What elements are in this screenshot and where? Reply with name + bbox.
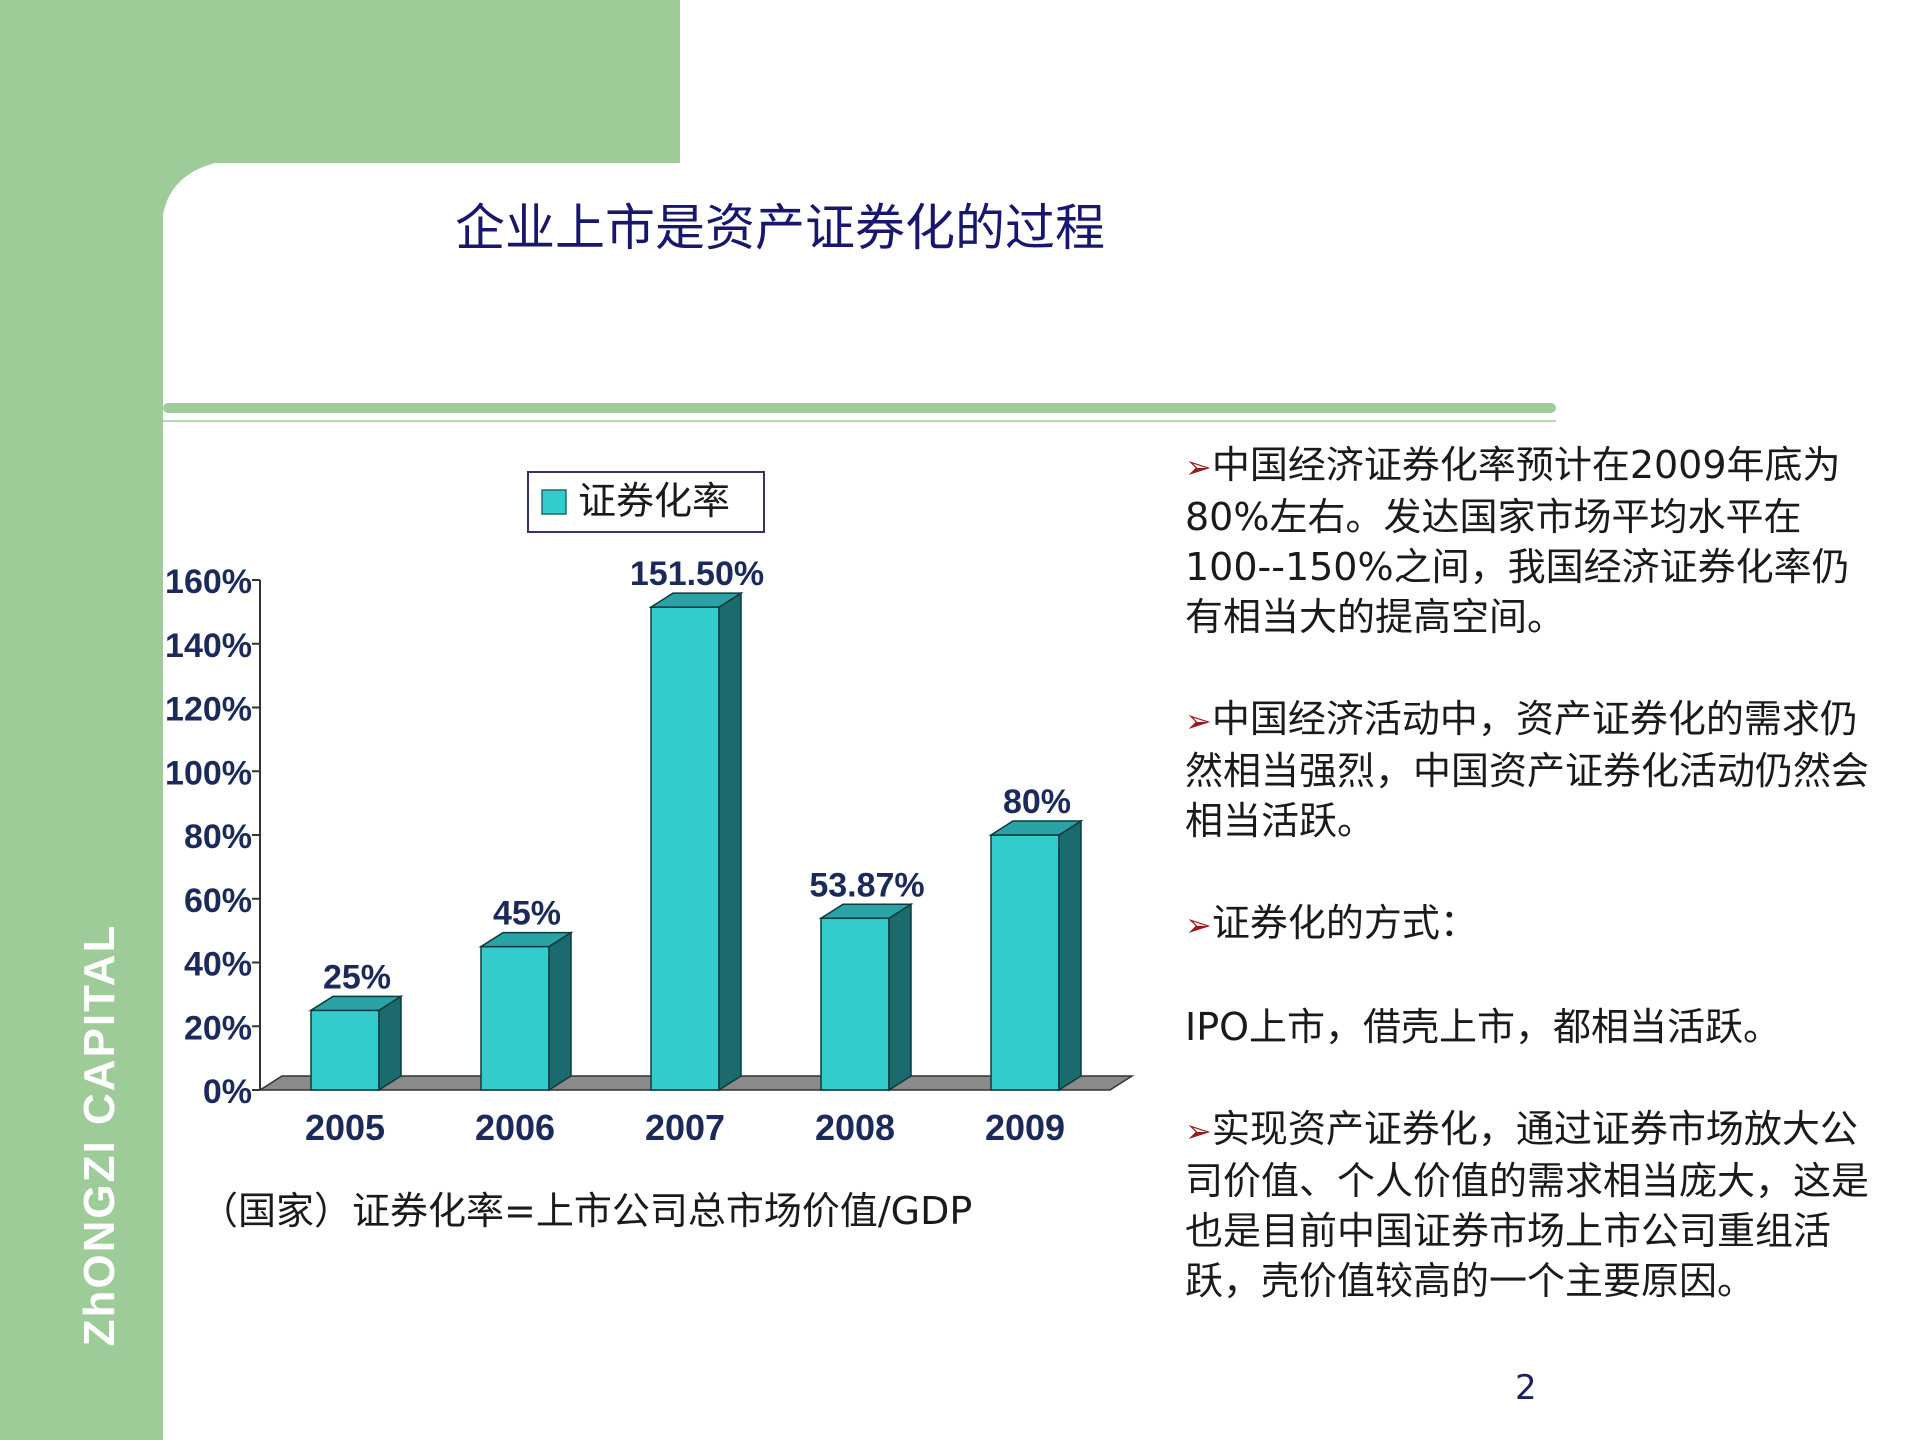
bar-data-label: 151.50% [630,555,764,593]
brand-text: ZhONGZI CAPITAL [75,923,124,1347]
arrow-icon: ➢ [1185,906,1212,944]
bullet-item: ➢证券化的方式： [1185,901,1478,945]
y-tick-label: 140% [165,627,252,665]
bar-front [480,945,550,1091]
bar-side [888,902,912,1092]
bar-data-label: 45% [493,895,561,933]
bar-side [548,931,572,1092]
bullet-list: ➢中国经济证券化率预计在2009年底为80%左右。发达国家市场平均水平在100-… [1185,440,1875,1358]
x-tick-label: 2006 [475,1107,555,1148]
bar-side [378,994,402,1092]
bar-top [308,995,404,1012]
bar-chart: 证券化率 0% 20% 40% 60% 80% 100% 120% 140% 160% 25% 2… [165,471,1135,1148]
bar-top [648,592,744,608]
y-tick-label: 120% [165,691,252,729]
bar-front [990,834,1060,1091]
bullet-item: ➢中国经济活动中，资产证券化的需求仍然相当强烈，中国资产证券化活动仍然会相当活跃… [1185,697,1870,843]
formula-text: （国家）证券化率=上市公司总市场价值/GDP [200,1189,973,1233]
arrow-icon: ➢ [1185,702,1212,740]
bar-top [818,903,914,920]
y-tick-label: 80% [184,818,252,856]
y-tick-label: 160% [165,563,252,601]
bar-front [310,1009,380,1091]
y-tick-label: 40% [184,946,252,984]
y-tick-label: 60% [184,882,252,920]
bullet-item: ➢中国经济证券化率预计在2009年底为80%左右。发达国家市场平均水平在100-… [1185,443,1850,639]
bullet-item: IPO上市，借壳上市，都相当活跃。 [1185,1005,1782,1049]
arrow-icon: ➢ [1185,1112,1212,1150]
divider-line [163,403,1556,413]
bar-data-label: 53.87% [809,866,924,904]
bullet-item: ➢实现资产证券化，通过证券市场放大公司价值、个人价值的需求相当庞大，这是也是目前… [1185,1107,1870,1303]
bar-data-label: 80% [1003,783,1071,821]
page-number: 2 [1515,1368,1537,1408]
arrow-icon: ➢ [1185,448,1212,486]
x-tick-label: 2009 [985,1107,1065,1148]
bar-top [988,820,1084,836]
x-tick-label: 2008 [815,1107,895,1148]
bar-side [1058,819,1082,1092]
x-tick-label: 2005 [305,1107,385,1148]
chart-legend: 证券化率 [527,471,765,533]
x-tick-label: 2007 [645,1107,725,1148]
y-tick-label: 100% [165,754,252,792]
bar-front [650,606,720,1091]
bar-data-label: 25% [323,958,391,996]
y-tick-label: 0% [203,1073,252,1111]
bar-top [478,931,574,948]
bar-side [718,591,742,1092]
page-title: 企业上市是资产证券化的过程 [455,199,1105,257]
bar-front [820,917,890,1091]
legend-swatch [541,489,567,515]
y-tick-label: 20% [184,1009,252,1047]
legend-label: 证券化率 [578,479,730,523]
